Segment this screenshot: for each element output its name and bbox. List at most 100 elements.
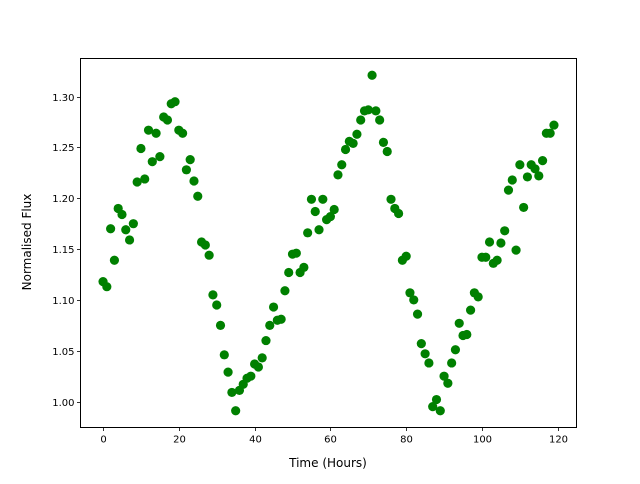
data-point [314, 225, 324, 235]
data-point [253, 362, 264, 372]
data-point [465, 305, 476, 315]
data-point [534, 171, 544, 181]
data-point [219, 350, 229, 360]
data-point [265, 320, 275, 330]
data-point [333, 170, 343, 180]
data-point [363, 105, 373, 115]
data-point [435, 406, 445, 416]
y-tick-label: 1.15 [52, 245, 74, 256]
data-point [117, 209, 127, 220]
data-point [136, 143, 146, 154]
data-point [348, 138, 358, 148]
data-point [303, 228, 313, 238]
data-point [401, 251, 411, 261]
data-point [215, 320, 226, 330]
data-point [231, 406, 241, 416]
data-point [109, 255, 120, 265]
data-point [325, 211, 335, 222]
data-point [246, 371, 256, 381]
data-point [151, 128, 161, 138]
data-point [537, 156, 548, 166]
data-point [473, 292, 483, 302]
x-tick-label: 60 [324, 435, 337, 446]
data-point [318, 194, 328, 204]
data-point [382, 146, 392, 157]
data-point [416, 339, 426, 349]
data-point [481, 252, 491, 262]
x-tick-label: 0 [100, 435, 106, 446]
data-point [439, 371, 449, 381]
data-point [443, 378, 453, 388]
data-point [511, 245, 521, 255]
x-axis-label: Time (Hours) [288, 456, 367, 470]
data-point [261, 335, 271, 346]
data-point [306, 194, 317, 204]
data-point [147, 157, 157, 167]
y-tick-label: 1.10 [52, 296, 74, 307]
data-point [378, 137, 389, 147]
data-point [106, 224, 116, 234]
data-point [280, 286, 290, 296]
data-point [170, 97, 180, 107]
data-point [549, 120, 559, 130]
x-tick-label: 80 [400, 435, 413, 446]
data-point [212, 300, 222, 310]
data-point [420, 349, 430, 359]
data-point [375, 115, 385, 125]
data-point [299, 262, 309, 272]
data-point [454, 318, 464, 328]
data-point [329, 204, 339, 215]
data-point [500, 226, 510, 236]
data-point [503, 185, 514, 195]
x-tick-label: 100 [473, 435, 492, 446]
y-tick-label: 1.05 [52, 347, 74, 358]
data-point [409, 295, 419, 305]
data-point [352, 129, 362, 139]
data-point [121, 225, 131, 235]
data-point [189, 176, 199, 186]
data-point [447, 358, 457, 368]
x-tick-label: 120 [549, 435, 568, 446]
y-tick-label: 1.00 [52, 398, 74, 409]
data-point [507, 175, 517, 185]
data-points [98, 70, 559, 416]
data-point [340, 144, 351, 155]
y-tick-label: 1.25 [52, 143, 74, 154]
data-point [386, 194, 396, 204]
data-point [515, 160, 525, 170]
data-point [519, 202, 529, 213]
plot-frame [80, 58, 577, 428]
data-point [132, 177, 142, 187]
x-tick-label: 20 [173, 435, 186, 446]
data-point [185, 155, 195, 165]
data-point [193, 191, 203, 201]
data-point [496, 238, 506, 248]
data-point [484, 237, 495, 247]
data-point [462, 329, 472, 340]
y-axis: 1.00 1.05 1.10 1.15 1.20 1.25 1.30 [52, 93, 81, 409]
data-point [284, 267, 294, 278]
data-point [155, 151, 165, 162]
y-tick-label: 1.30 [52, 93, 74, 104]
y-tick-label: 1.20 [52, 194, 74, 205]
data-point [337, 160, 347, 170]
data-point [530, 164, 540, 174]
data-point [102, 282, 112, 292]
data-point [124, 235, 135, 245]
data-point [178, 128, 188, 138]
data-point [428, 402, 438, 412]
data-point [371, 106, 381, 116]
data-point [268, 302, 279, 312]
data-point [143, 125, 154, 135]
data-point [208, 290, 218, 300]
data-point [492, 255, 502, 265]
data-point [367, 70, 377, 80]
data-point [450, 345, 461, 355]
data-point [310, 206, 320, 217]
data-point [412, 309, 423, 319]
data-point [545, 128, 555, 138]
data-point [424, 358, 434, 368]
x-axis: 0 20 40 60 80 100 120 [100, 427, 568, 446]
data-point [162, 115, 173, 125]
